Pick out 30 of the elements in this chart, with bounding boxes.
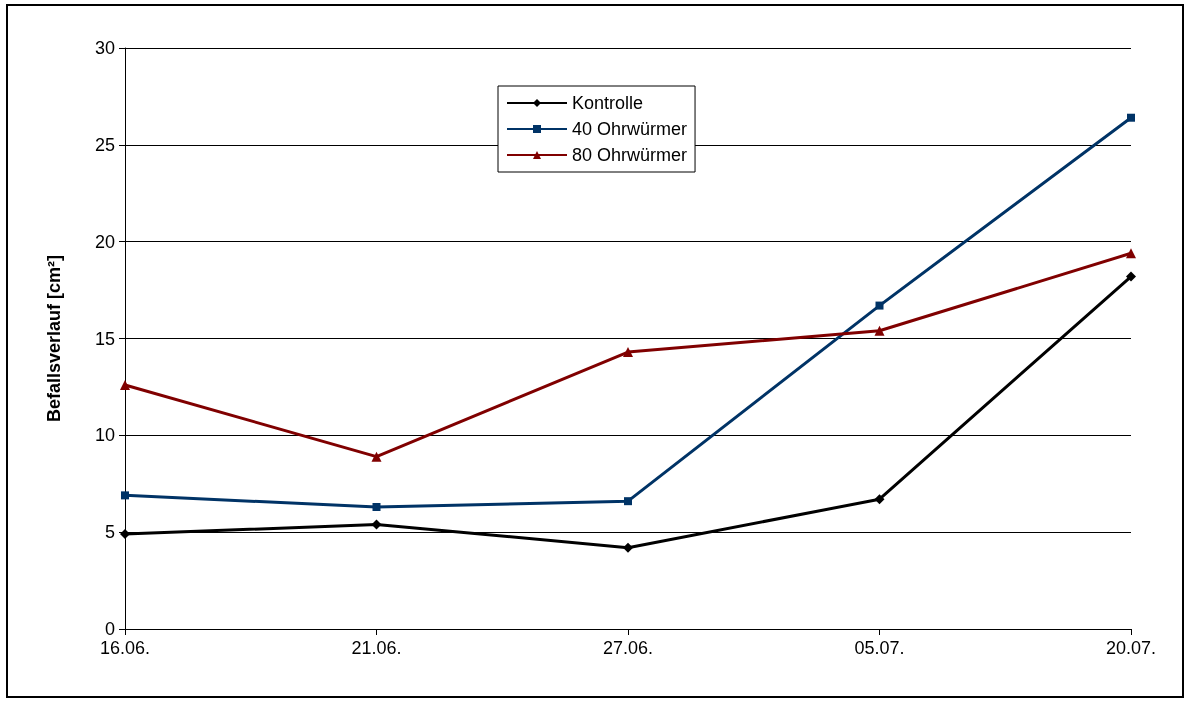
point — [120, 379, 130, 390]
x-tick-label: 21.06. — [351, 638, 402, 658]
point — [1127, 113, 1135, 122]
y-axis-title: Befallsverlauf [cm²] — [44, 254, 64, 423]
y-tick-label: 5 — [104, 522, 115, 543]
legend-label: Kontrolle — [572, 93, 644, 113]
point — [121, 491, 129, 500]
point — [371, 451, 382, 462]
x-tick-label: 16.06. — [99, 638, 151, 658]
point — [1126, 271, 1136, 282]
point — [874, 494, 885, 505]
x-tick-label: 27.06. — [602, 638, 654, 658]
y-tick-label: 25 — [94, 134, 115, 155]
point — [875, 301, 884, 310]
y-tick-label: 20 — [94, 231, 115, 252]
y-tick-label: 15 — [94, 328, 115, 349]
point — [623, 347, 633, 358]
point — [1126, 248, 1136, 259]
legend-label: 80 Ohrwürmer — [572, 145, 688, 165]
y-tick-label: 0 — [104, 619, 115, 639]
point — [624, 497, 632, 506]
point — [372, 502, 381, 511]
x-tick-label: 20.07. — [1105, 638, 1157, 658]
legend-label: 40 Ohrwürmer — [572, 119, 688, 139]
point — [874, 325, 885, 336]
y-tick-label: 30 — [94, 38, 115, 58]
x-tick-label: 05.07. — [854, 638, 905, 658]
y-tick-label: 10 — [94, 425, 115, 446]
point — [371, 519, 382, 530]
point — [623, 542, 633, 553]
